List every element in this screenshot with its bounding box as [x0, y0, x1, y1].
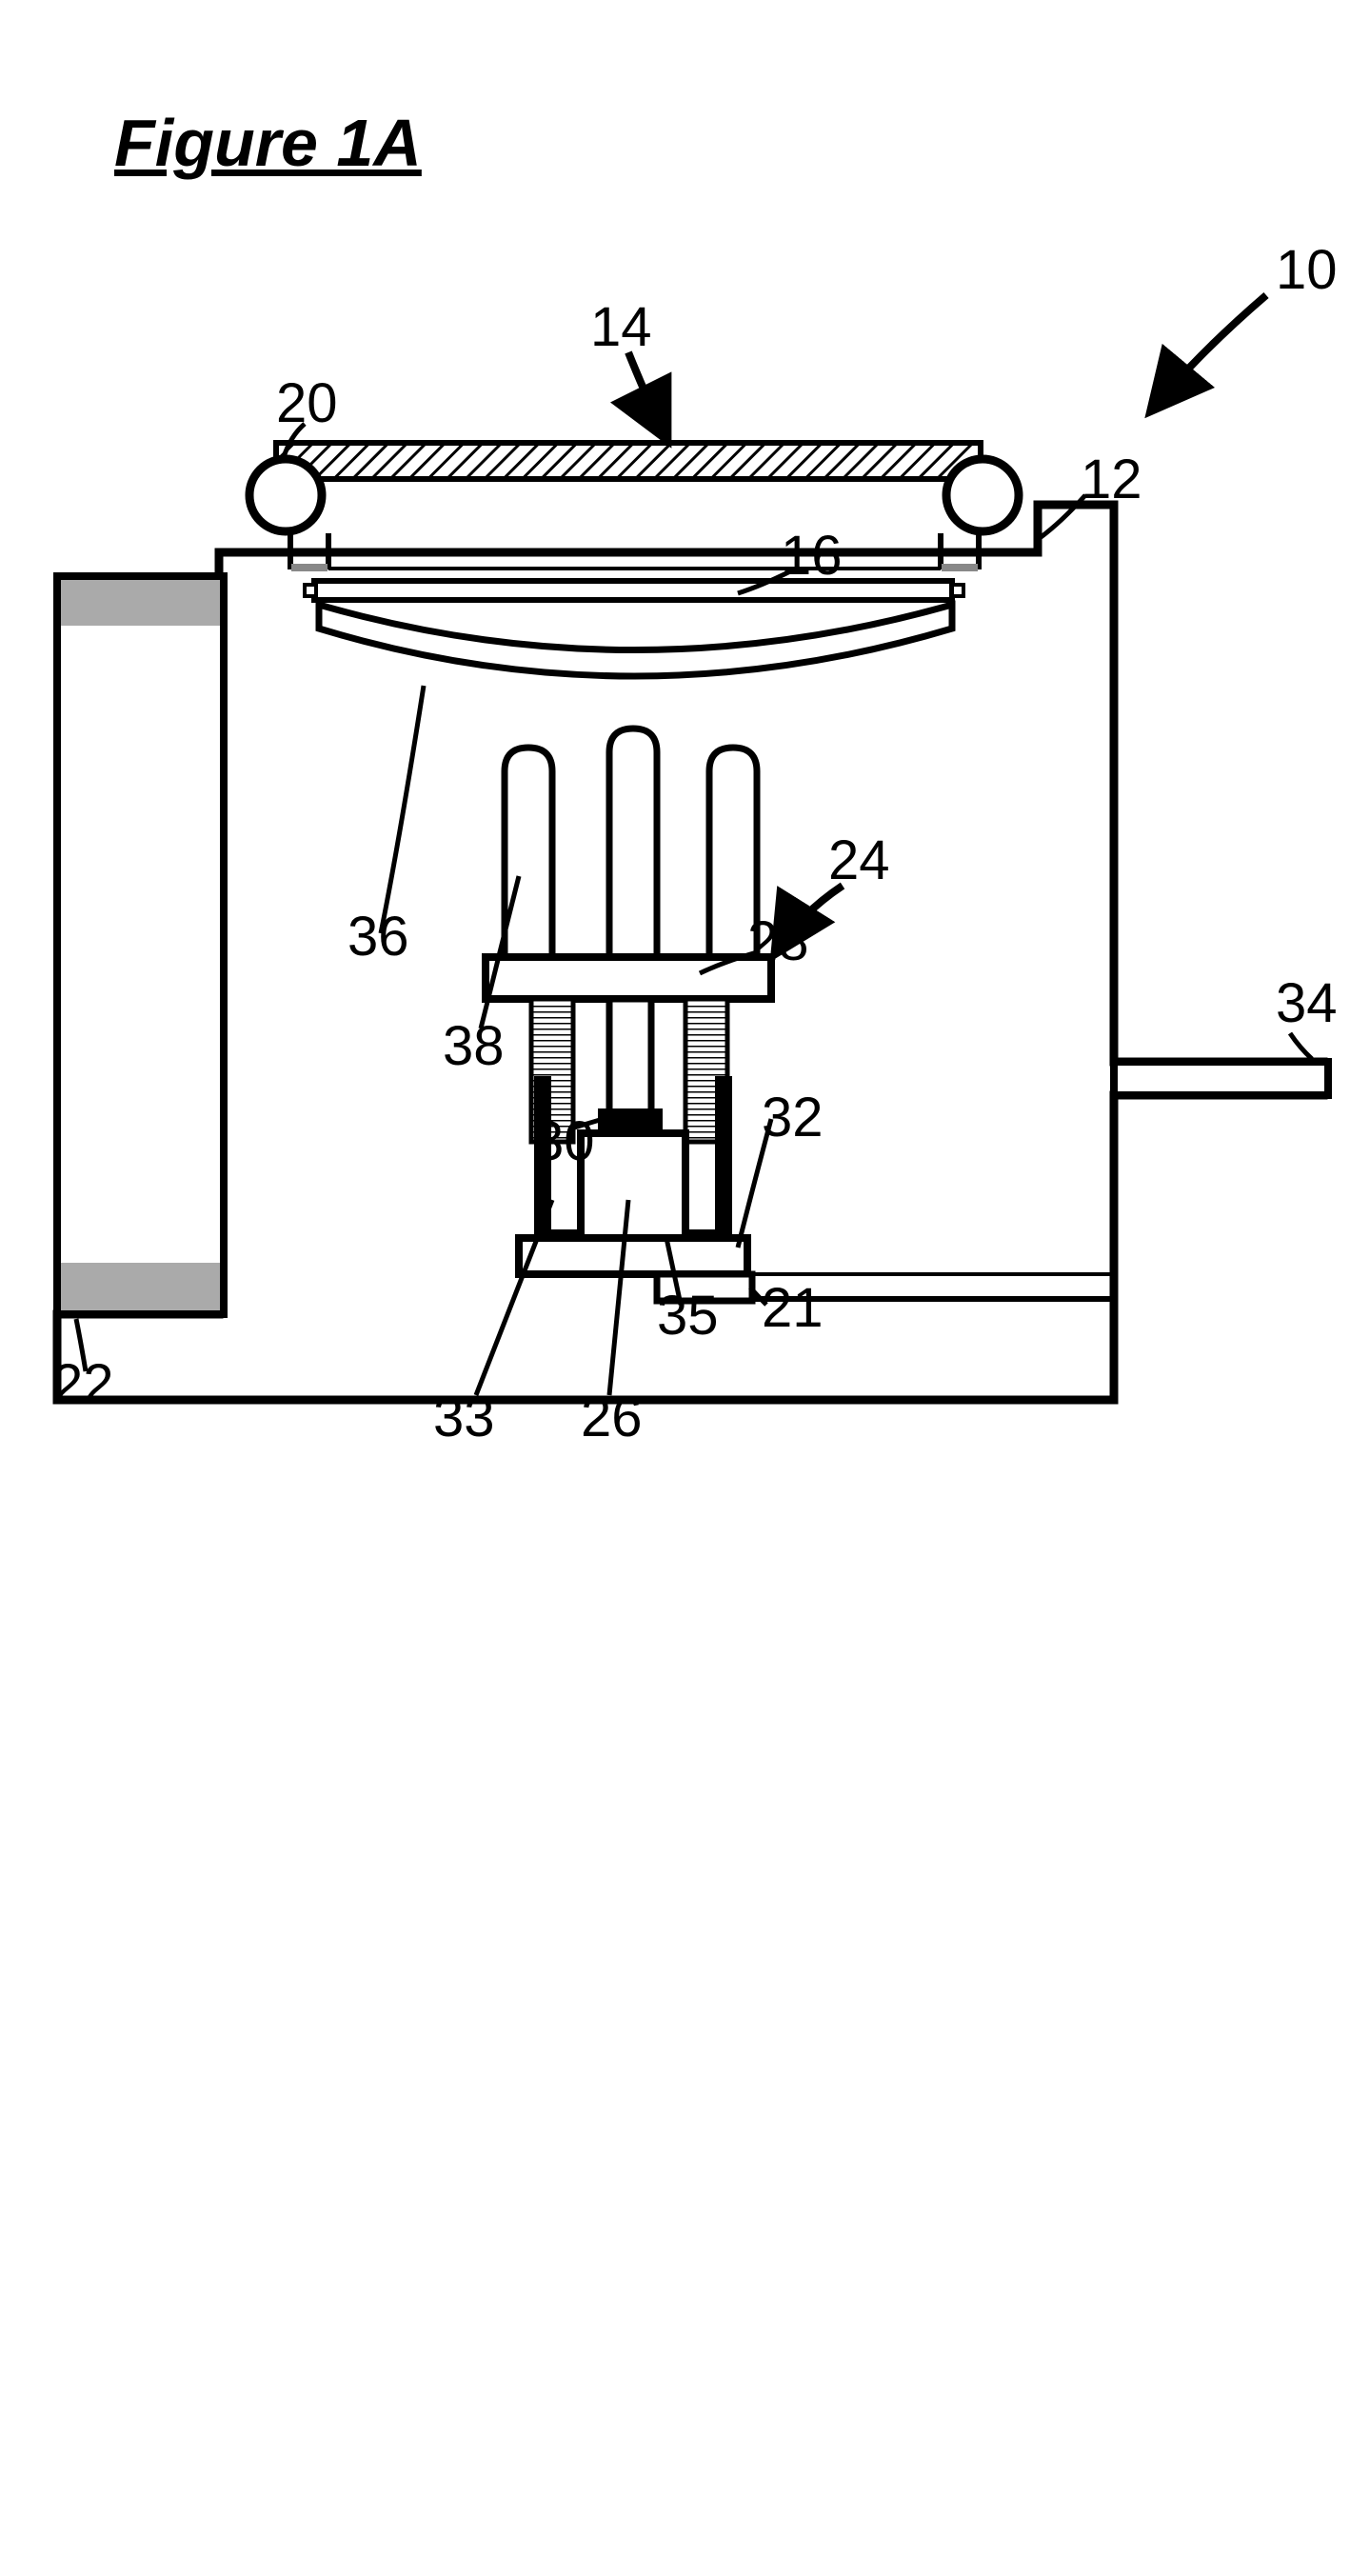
plate-16 [314, 581, 952, 600]
leader-14 [628, 352, 666, 438]
label-35: 35 [657, 1284, 719, 1348]
leader-34 [1290, 1033, 1312, 1059]
label-12: 12 [1081, 448, 1142, 511]
leader-10 [1152, 295, 1266, 409]
label-21: 21 [762, 1276, 824, 1340]
label-38: 38 [443, 1014, 505, 1078]
label-28: 28 [747, 909, 809, 973]
plinth-32 [519, 1238, 747, 1274]
block-22-outline [57, 576, 224, 1314]
label-22: 22 [52, 1352, 114, 1416]
label-20: 20 [276, 371, 338, 435]
label-34: 34 [1276, 971, 1338, 1035]
post-mid [609, 729, 657, 976]
block-22-bot-shade [61, 1263, 220, 1310]
post-left [505, 748, 552, 976]
label-32: 32 [762, 1086, 824, 1149]
label-16: 16 [781, 524, 843, 588]
label-10: 10 [1276, 238, 1338, 302]
roller-left [249, 459, 322, 531]
roller-right [946, 459, 1019, 531]
label-36: 36 [347, 905, 409, 968]
label-33: 33 [433, 1386, 495, 1449]
label-24: 24 [828, 829, 890, 892]
tray-34 [1114, 1062, 1328, 1095]
label-26: 26 [581, 1386, 643, 1449]
block-22-top-shade [61, 580, 220, 626]
label-30: 30 [533, 1109, 595, 1173]
platen-band-20 [276, 443, 981, 479]
label-14: 14 [590, 295, 652, 359]
chamber-26 [581, 1133, 685, 1238]
